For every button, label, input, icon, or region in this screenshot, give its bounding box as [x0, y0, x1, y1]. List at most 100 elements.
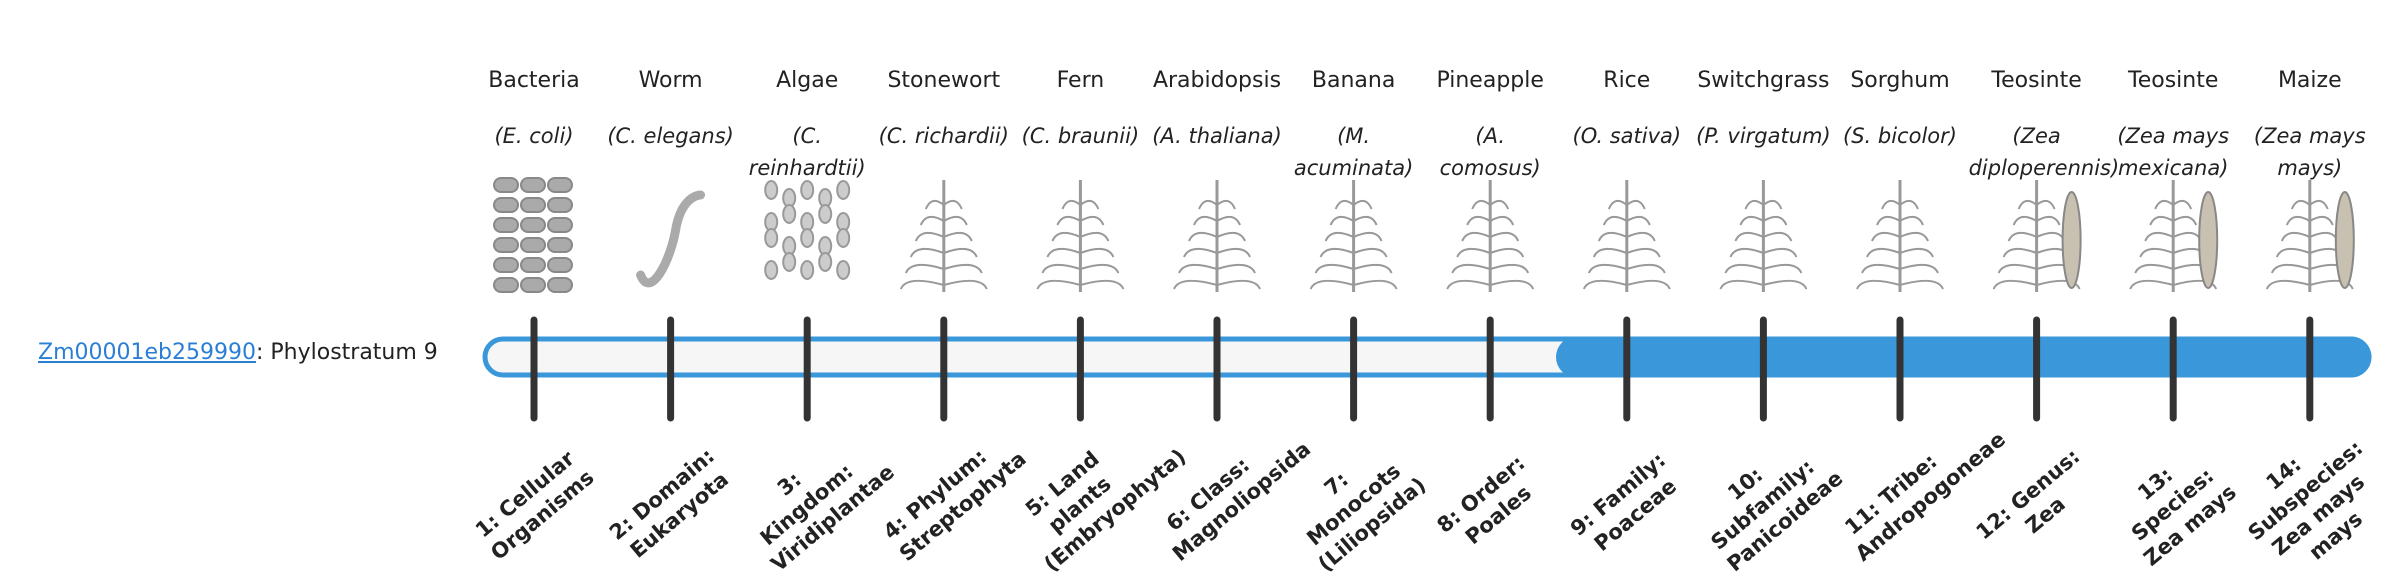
alga [836, 228, 851, 248]
leaf [1314, 263, 1354, 274]
leaf [2144, 231, 2174, 242]
leaf [1216, 199, 1236, 210]
organism-name: Worm [638, 68, 703, 93]
leaf [1997, 263, 2037, 274]
leaf [899, 279, 945, 290]
organism-name: Stonewort [887, 68, 1001, 93]
leaf [2309, 279, 2354, 290]
organism-latin: (C. richardii) [878, 124, 1009, 148]
leaf [1080, 247, 1115, 258]
leaf [1607, 199, 1628, 210]
alga [782, 204, 797, 224]
organism-illustration [1582, 180, 1671, 292]
leaf [2280, 231, 2311, 242]
leaf [1173, 279, 1218, 290]
leaf [1489, 199, 1510, 210]
organism-illustration [1036, 180, 1125, 292]
leaf [2036, 279, 2081, 290]
leaf [2036, 215, 2061, 226]
leaf [1763, 247, 1798, 258]
alga [836, 180, 851, 200]
organism-name: Teosinte [1991, 68, 2082, 93]
gene-link[interactable]: Zm00001eb259990 [38, 340, 256, 365]
leaf [1763, 263, 1803, 274]
organism-name: Rice [1603, 68, 1651, 93]
leaf [1861, 263, 1901, 274]
organism-name: Teosinte [2128, 68, 2219, 93]
organism-illustration [1173, 180, 1261, 292]
alga [764, 180, 779, 200]
leaf [1056, 215, 1081, 226]
phylostratum-label: : Phylostratum 9 [255, 340, 438, 365]
leaf [904, 263, 945, 274]
alga [836, 260, 851, 280]
leaf [909, 247, 945, 258]
organism-latin: (C. reinhardtii) [748, 124, 866, 180]
leaf [1744, 199, 1765, 210]
leaf [1724, 263, 1764, 274]
organism-illustration [1856, 180, 1944, 292]
organism-name: Pineapple [1436, 68, 1544, 93]
cell [520, 217, 546, 233]
leaf [1876, 215, 1901, 226]
leaf [1446, 279, 1491, 290]
leaf [1489, 231, 1520, 242]
leaf [2036, 231, 2066, 242]
leaf [1582, 279, 1628, 290]
organism-latin: (Zea diploperennis) [1968, 124, 2120, 180]
leaf [1079, 215, 1105, 226]
organism-latin: (O. sativa) [1572, 124, 1682, 148]
leaf [1899, 247, 1934, 258]
leaf [2149, 215, 2174, 226]
leaf [1762, 199, 1783, 210]
leaf [1353, 247, 1388, 258]
leaf [1079, 199, 1100, 210]
leaf [1451, 263, 1491, 274]
leaf [1899, 199, 1919, 210]
leaf [1762, 215, 1788, 226]
leaf [1353, 263, 1393, 274]
organism-latin: (C. elegans) [607, 124, 734, 148]
leaf [1329, 215, 1355, 226]
leaf [1489, 263, 1530, 274]
gene-label: Zm00001eb259990: Phylostratum 9 [38, 340, 438, 365]
leaf [1061, 199, 1082, 210]
leaf [1899, 263, 1939, 274]
leaf [2002, 247, 2037, 258]
cell [520, 177, 546, 193]
leaf [1466, 215, 1491, 226]
cell [520, 257, 546, 273]
leaf [1856, 279, 1901, 290]
cell [547, 217, 573, 233]
leaf [1992, 279, 2037, 290]
leaf [2154, 199, 2174, 210]
leaf [1734, 231, 1764, 242]
leaf [1216, 247, 1251, 258]
leaf [2172, 279, 2218, 290]
leaf [1198, 199, 1218, 210]
leaf [2139, 247, 2174, 258]
leaf [1456, 247, 1491, 258]
organism-illustration [1719, 180, 1808, 292]
leaf [1046, 247, 1081, 258]
leaf [1763, 279, 1808, 290]
alga [800, 180, 815, 200]
leaf [1729, 247, 1764, 258]
leaf [1353, 215, 1378, 226]
leaf [1899, 215, 1924, 226]
organism-name: Sorghum [1850, 68, 1950, 93]
ear [2198, 191, 2219, 289]
leaf [2017, 199, 2038, 210]
cell [547, 257, 573, 273]
leaf [1626, 247, 1661, 258]
leaf [2275, 247, 2311, 258]
leaf [1602, 215, 1628, 226]
leaf [2129, 279, 2174, 290]
leaf [1899, 231, 1929, 242]
leaf [943, 215, 968, 226]
organism-latin: (E. coli) [494, 124, 574, 148]
leaf [943, 231, 973, 242]
leaf [1193, 215, 1218, 226]
alga [818, 252, 833, 272]
